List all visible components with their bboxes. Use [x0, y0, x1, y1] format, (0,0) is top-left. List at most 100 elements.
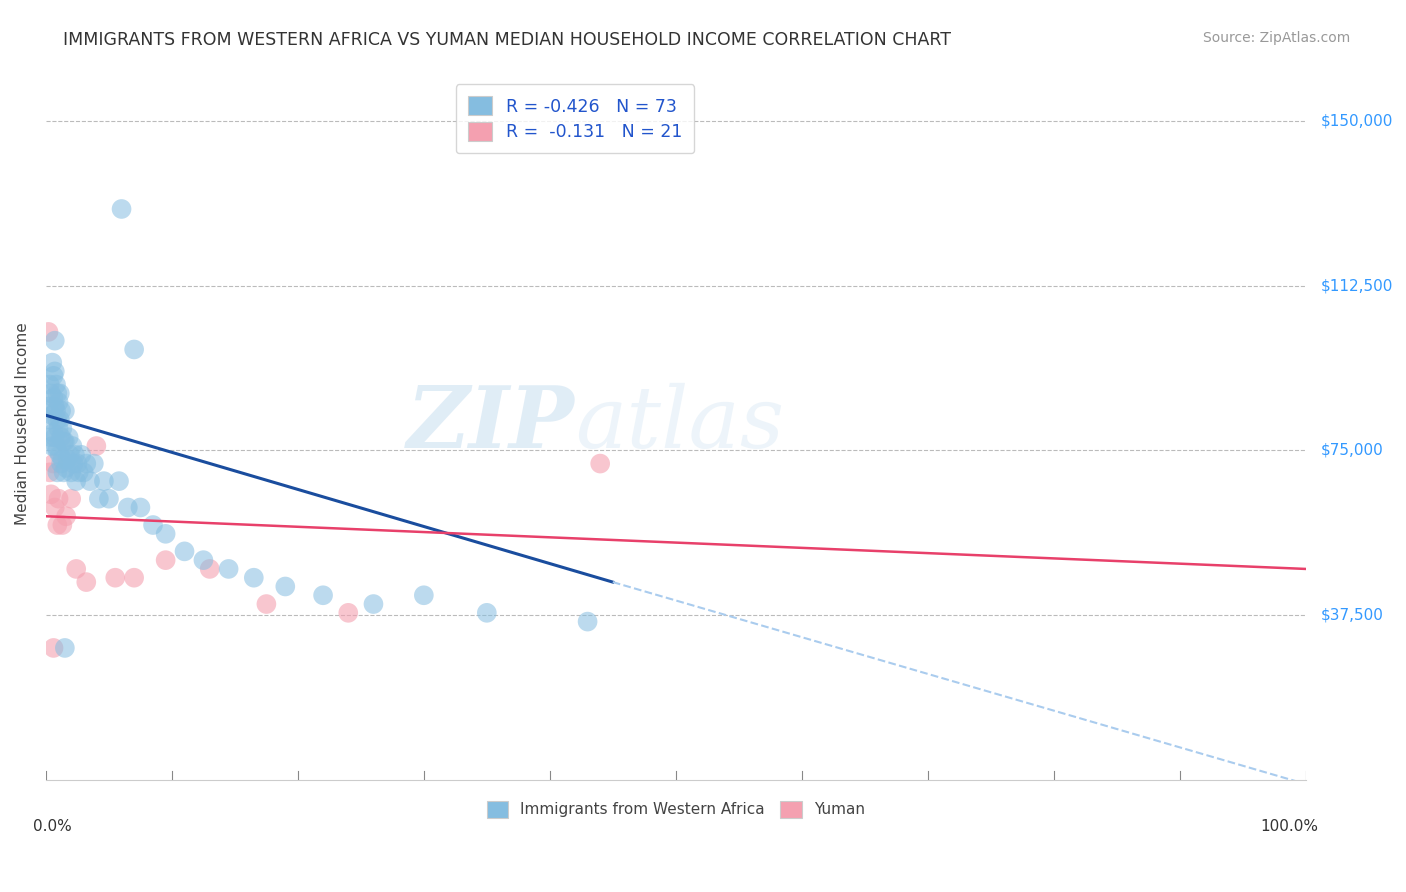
Point	[42, 391, 65, 405]
Point	[44, 500, 66, 515]
Text: IMMIGRANTS FROM WESTERN AFRICA VS YUMAN MEDIAN HOUSEHOLD INCOME CORRELATION CHAR: IMMIGRANTS FROM WESTERN AFRICA VS YUMAN …	[63, 31, 952, 49]
Point	[110, 202, 132, 216]
Point	[198, 562, 221, 576]
Point	[173, 544, 195, 558]
Point	[53, 640, 76, 655]
Point	[52, 466, 75, 480]
Point	[75, 575, 97, 590]
Point	[104, 571, 127, 585]
Point	[46, 386, 69, 401]
Text: $150,000: $150,000	[1320, 113, 1393, 128]
Point	[108, 474, 131, 488]
Point	[193, 553, 215, 567]
Point	[49, 412, 72, 426]
Point	[46, 412, 69, 426]
Text: 0.0%: 0.0%	[34, 819, 72, 834]
Point	[59, 448, 82, 462]
Point	[48, 491, 70, 506]
Legend: Immigrants from Western Africa, Yuman: Immigrants from Western Africa, Yuman	[479, 793, 873, 825]
Point	[363, 597, 385, 611]
Point	[589, 457, 612, 471]
Point	[41, 439, 63, 453]
Point	[70, 448, 93, 462]
Point	[53, 404, 76, 418]
Point	[45, 439, 67, 453]
Text: $112,500: $112,500	[1320, 278, 1393, 293]
Point	[49, 386, 72, 401]
Point	[52, 434, 75, 449]
Point	[65, 474, 87, 488]
Point	[46, 518, 69, 533]
Point	[86, 439, 108, 453]
Point	[53, 434, 76, 449]
Point	[122, 343, 145, 357]
Point	[254, 597, 277, 611]
Point	[41, 356, 63, 370]
Point	[337, 606, 360, 620]
Point	[312, 588, 335, 602]
Point	[44, 400, 66, 414]
Text: $75,000: $75,000	[1320, 443, 1384, 458]
Point	[62, 439, 84, 453]
Point	[155, 553, 177, 567]
Point	[42, 368, 65, 383]
Point	[39, 487, 62, 501]
Point	[576, 615, 599, 629]
Point	[39, 430, 62, 444]
Point	[65, 562, 87, 576]
Point	[142, 518, 165, 533]
Text: atlas: atlas	[575, 383, 785, 466]
Point	[62, 457, 84, 471]
Point	[51, 518, 73, 533]
Point	[55, 461, 77, 475]
Point	[46, 443, 69, 458]
Point	[55, 509, 77, 524]
Point	[93, 474, 115, 488]
Point	[45, 377, 67, 392]
Point	[60, 491, 83, 506]
Point	[49, 457, 72, 471]
Text: ZIP: ZIP	[408, 383, 575, 466]
Point	[42, 425, 65, 440]
Point	[73, 466, 96, 480]
Point	[218, 562, 240, 576]
Point	[75, 457, 97, 471]
Point	[83, 457, 105, 471]
Point	[39, 386, 62, 401]
Point	[274, 579, 297, 593]
Point	[79, 474, 101, 488]
Point	[44, 430, 66, 444]
Point	[49, 430, 72, 444]
Point	[66, 457, 89, 471]
Point	[42, 457, 65, 471]
Text: 100.0%: 100.0%	[1260, 819, 1319, 834]
Point	[155, 526, 177, 541]
Point	[46, 466, 69, 480]
Point	[63, 448, 86, 462]
Point	[129, 500, 152, 515]
Point	[56, 452, 79, 467]
Point	[412, 588, 434, 602]
Point	[122, 571, 145, 585]
Point	[44, 364, 66, 378]
Point	[42, 640, 65, 655]
Point	[37, 325, 59, 339]
Point	[49, 404, 72, 418]
Point	[117, 500, 139, 515]
Point	[37, 400, 59, 414]
Text: Source: ZipAtlas.com: Source: ZipAtlas.com	[1202, 31, 1350, 45]
Y-axis label: Median Household Income: Median Household Income	[15, 323, 30, 525]
Point	[58, 430, 80, 444]
Point	[44, 334, 66, 348]
Point	[475, 606, 498, 620]
Point	[67, 466, 90, 480]
Point	[49, 448, 72, 462]
Point	[38, 412, 60, 426]
Point	[97, 491, 120, 506]
Point	[87, 491, 110, 506]
Point	[38, 377, 60, 392]
Point	[51, 452, 73, 467]
Point	[48, 421, 70, 435]
Point	[45, 404, 67, 418]
Point	[38, 466, 60, 480]
